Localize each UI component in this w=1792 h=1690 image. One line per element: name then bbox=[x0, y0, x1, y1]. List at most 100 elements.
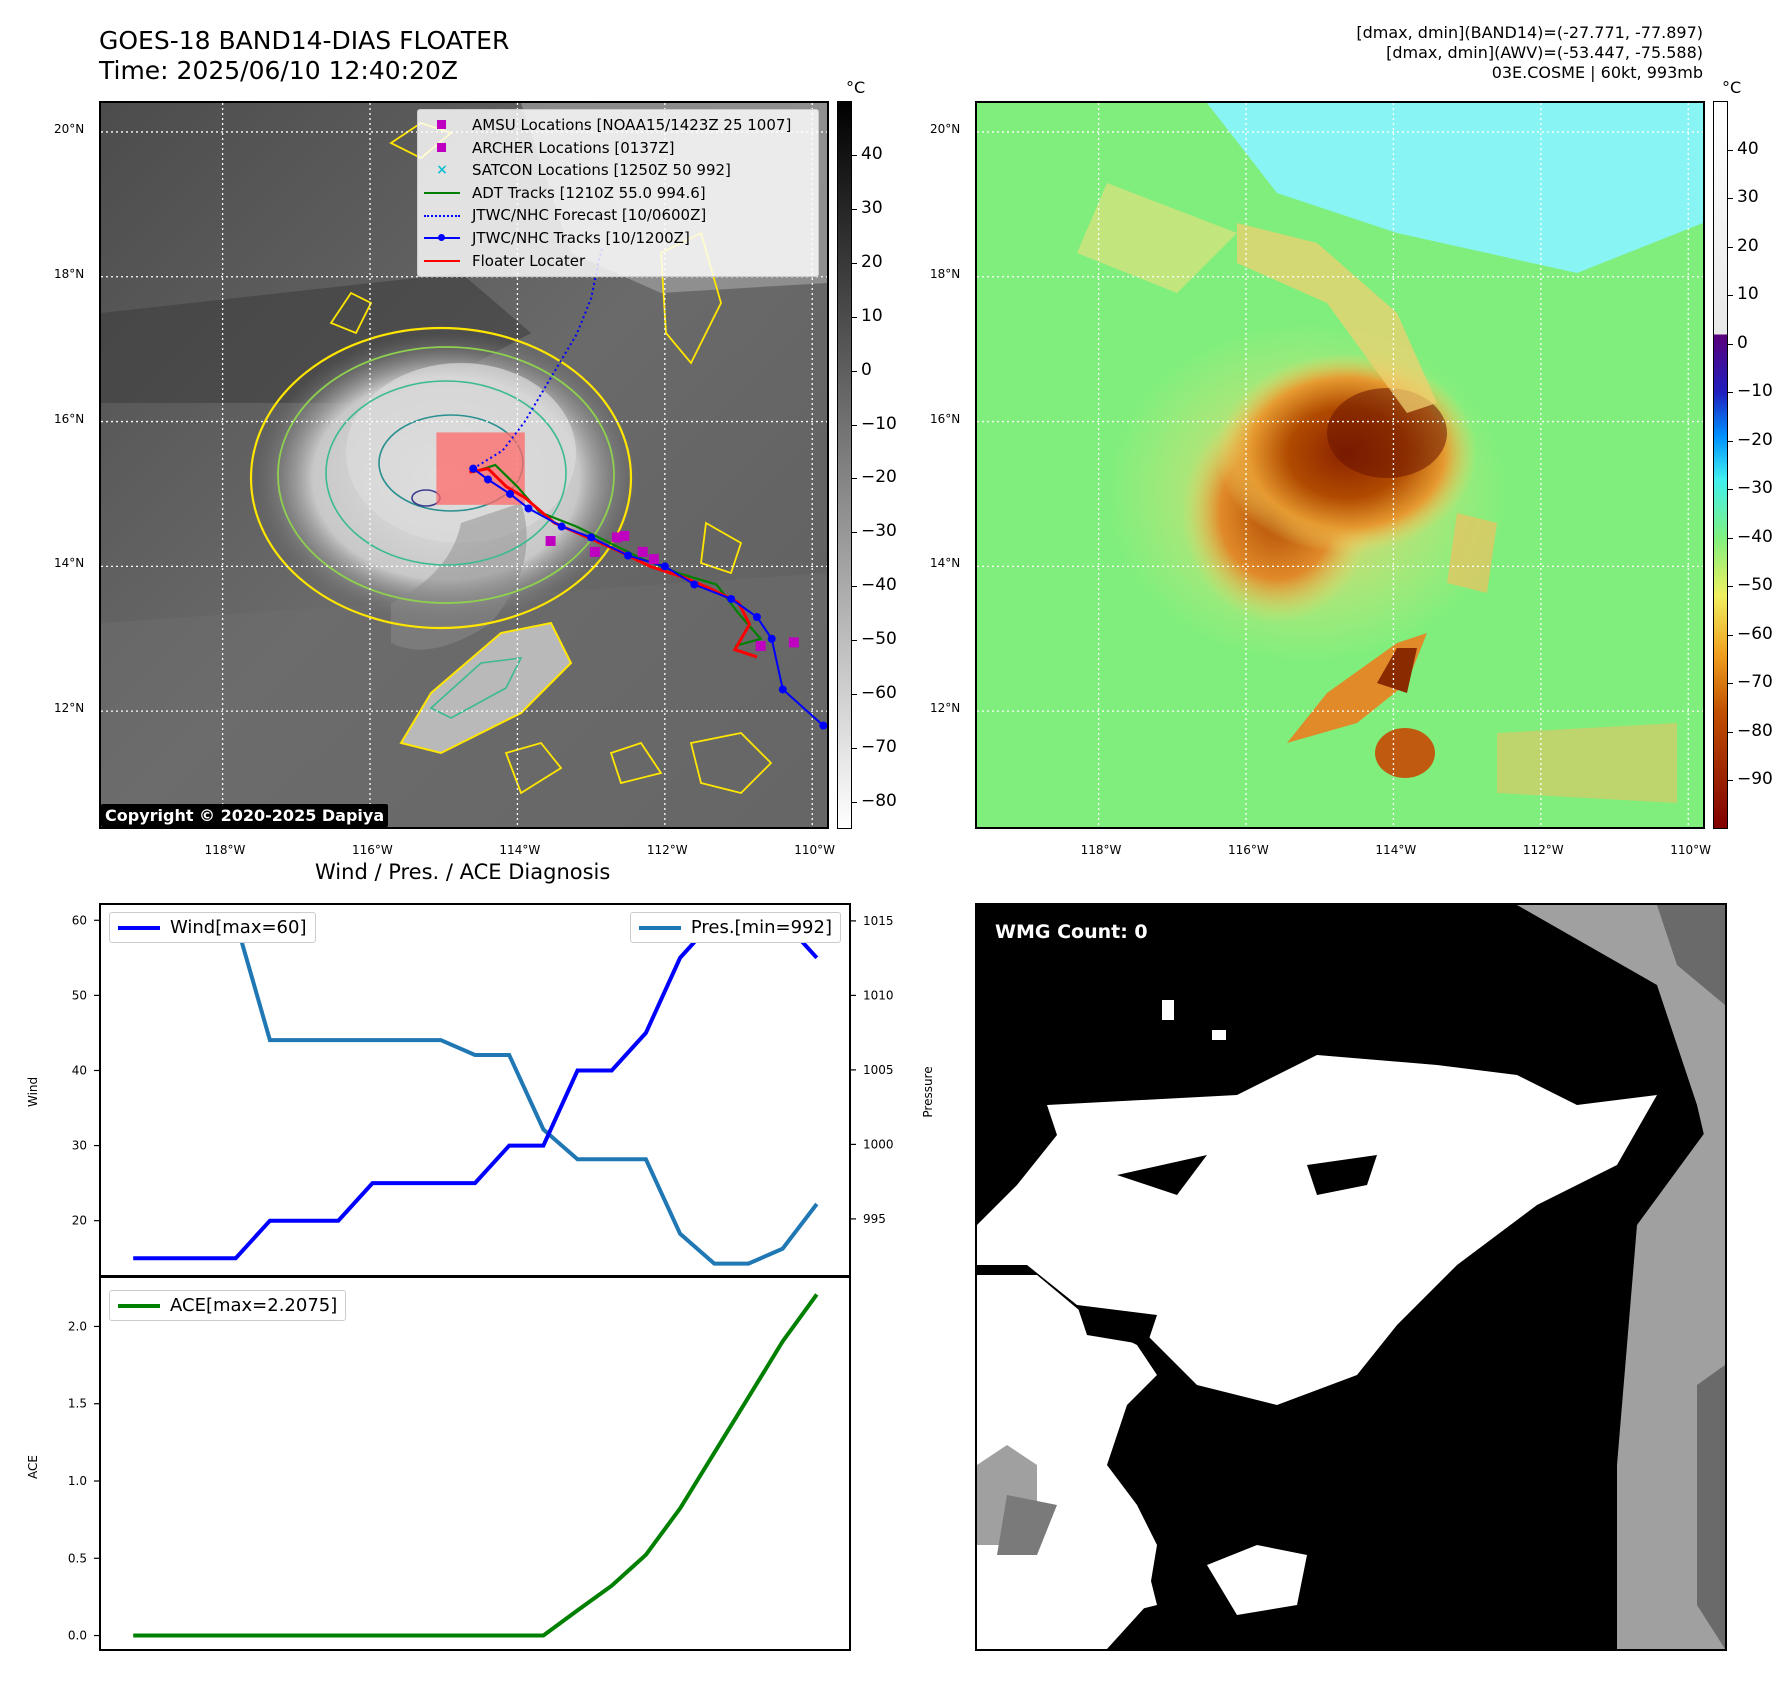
ir-colorbar-tickmark bbox=[852, 478, 857, 480]
awv-colorbar-tickmark bbox=[1728, 149, 1733, 151]
wind-axis-tick-label: 40 bbox=[72, 1063, 87, 1077]
jtwc-track-point bbox=[524, 504, 533, 513]
jtwc-track-point bbox=[483, 475, 492, 484]
awv-lon-label: 116°W bbox=[1228, 843, 1269, 857]
pressure-legend: Pres.[min=992] bbox=[629, 912, 841, 943]
wind-axis-tick-label: 50 bbox=[72, 988, 87, 1002]
ace-series-line bbox=[133, 1293, 819, 1638]
jtwc-track-point bbox=[469, 464, 478, 473]
legend-satcon-label: SATCON Locations [1250Z 50 992] bbox=[472, 161, 731, 180]
ir-colorbar-tick-label: 40 bbox=[861, 143, 883, 164]
amsu-location-marker bbox=[589, 546, 600, 557]
awv-lon-label: 112°W bbox=[1522, 843, 1564, 857]
awv-colorbar-tickmark bbox=[1728, 537, 1733, 539]
ir-colorbar-tick-label: 10 bbox=[861, 305, 883, 326]
awv-lat-label: 18°N bbox=[930, 266, 961, 281]
awv-colorbar-tick-label: −80 bbox=[1737, 720, 1773, 741]
ir-colorbar-tickmark bbox=[852, 370, 857, 372]
meta-line1: [dmax, dmin](BAND14)=(-27.771, -77.897) bbox=[1356, 23, 1703, 42]
ir-colorbar-tickmark bbox=[852, 532, 857, 534]
awv-lat-label: 14°N bbox=[930, 556, 961, 571]
ir-lat-label: 20°N bbox=[54, 121, 85, 136]
awv-colorbar-tick-label: −30 bbox=[1737, 478, 1773, 499]
ir-lon-label: 112°W bbox=[646, 843, 688, 857]
ir-colorbar-tick-label: −80 bbox=[861, 791, 897, 812]
map-title-line2: Time: 2025/06/10 12:40:20Z bbox=[99, 56, 458, 85]
awv-lat-label: 20°N bbox=[930, 121, 961, 136]
ir-colorbar-tick-label: −30 bbox=[861, 521, 897, 542]
ir-colorbar-tickmark bbox=[852, 586, 857, 588]
awv-colorbar-tick-label: −90 bbox=[1737, 769, 1773, 790]
awv-map-svg bbox=[977, 103, 1703, 827]
awv-colorbar-tickmark bbox=[1728, 634, 1733, 636]
awv-colorbar-tickmark bbox=[1728, 489, 1733, 491]
adt-track-line bbox=[472, 463, 763, 648]
ace-axis-tick-label: 1.5 bbox=[68, 1397, 87, 1411]
pressure-axis-tick-label: 1010 bbox=[863, 988, 894, 1002]
wind-axis-tick-label: 20 bbox=[72, 1214, 87, 1228]
ir-lat-label: 12°N bbox=[54, 701, 85, 716]
wind-axis-tick-label: 60 bbox=[72, 913, 87, 927]
ace-axis-tick-label: 2.0 bbox=[68, 1319, 87, 1333]
ir-colorbar-tickmark bbox=[852, 694, 857, 696]
ace-axis-tick-label: 1.0 bbox=[68, 1474, 87, 1488]
ir-lat-label: 18°N bbox=[54, 266, 85, 281]
ace-legend-label: ACE[max=2.2075] bbox=[170, 1295, 338, 1316]
awv-colorbar-tick-label: −70 bbox=[1737, 672, 1773, 693]
amsu-location-marker bbox=[545, 536, 556, 547]
awv-colorbar-tick-label: −10 bbox=[1737, 381, 1773, 402]
legend-forecast-label: JTWC/NHC Forecast [10/0600Z] bbox=[472, 206, 707, 225]
awv-colorbar-tickmark bbox=[1728, 731, 1733, 733]
legend-amsu: AMSU Locations [NOAA15/1423Z 25 1007] bbox=[424, 114, 810, 137]
ir-satellite-map: AMSU Locations [NOAA15/1423Z 25 1007] AR… bbox=[99, 101, 829, 829]
awv-colorbar-tickmark bbox=[1728, 586, 1733, 588]
legend-satcon-marker: × bbox=[436, 162, 448, 179]
diag-title: Wind / Pres. / ACE Diagnosis bbox=[315, 860, 611, 884]
jtwc-track-point bbox=[819, 721, 827, 730]
diag-chart-svg: 60 50 40 30 20 1015 1010 1005 1000 995 2.0 1.5 1.0 0.… bbox=[68, 903, 894, 1651]
pressure-legend-label: Pres.[min=992] bbox=[690, 917, 832, 938]
jtwc-track-point bbox=[557, 522, 566, 531]
jtwc-track-point bbox=[690, 580, 699, 589]
ir-colorbar-tickmark bbox=[852, 424, 857, 426]
awv-colorbar-tickmark bbox=[1728, 198, 1733, 200]
pressure-series-line bbox=[133, 918, 819, 1266]
ir-colorbar-tickmark bbox=[852, 802, 857, 804]
awv-lat-label: 16°N bbox=[930, 411, 961, 426]
ir-colorbar-tick-label: 0 bbox=[861, 359, 872, 380]
ir-colorbar-tickmark bbox=[852, 316, 857, 318]
ir-colorbar-tickmark bbox=[852, 154, 857, 156]
wind-legend-label: Wind[max=60] bbox=[170, 917, 307, 938]
meta-line3: 03E.COSME | 60kt, 993mb bbox=[1491, 63, 1703, 82]
awv-colorbar-tickmark bbox=[1728, 440, 1733, 442]
ir-colorbar-tickmark bbox=[852, 640, 857, 642]
awv-colorbar-tickmark bbox=[1728, 343, 1733, 345]
ir-colorbar-tick-label: −70 bbox=[861, 737, 897, 758]
diag-panel: 60 50 40 30 20 1015 1010 1005 1000 995 2.0 1.5 1.0 0.… bbox=[68, 903, 894, 1651]
pressure-axis-tick-label: 1005 bbox=[863, 1063, 894, 1077]
legend-amsu-label: AMSU Locations [NOAA15/1423Z 25 1007] bbox=[472, 116, 792, 134]
legend-jtwc-forecast: JTWC/NHC Forecast [10/0600Z] bbox=[424, 204, 810, 227]
wmg-count-badge: WMG Count: 0 bbox=[989, 917, 1154, 947]
awv-colorbar-tick-label: 0 bbox=[1737, 332, 1748, 353]
awv-colorbar bbox=[1713, 101, 1728, 829]
awv-colorbar-unit: °C bbox=[1722, 78, 1742, 97]
pressure-axis-tick-label: 1000 bbox=[863, 1137, 894, 1151]
amsu-location-marker bbox=[788, 637, 799, 648]
awv-colorbar-tick-label: −50 bbox=[1737, 575, 1773, 596]
awv-lon-label: 114°W bbox=[1375, 843, 1417, 857]
map-legend: AMSU Locations [NOAA15/1423Z 25 1007] AR… bbox=[417, 109, 819, 278]
awv-lon-label: 118°W bbox=[1080, 843, 1122, 857]
ir-lon-label: 116°W bbox=[352, 843, 393, 857]
amsu-location-marker bbox=[611, 532, 622, 543]
pressure-axis-tick-label: 1015 bbox=[863, 914, 894, 928]
legend-archer-label: ARCHER Locations [0137Z] bbox=[472, 138, 675, 157]
ir-colorbar-unit: °C bbox=[846, 78, 866, 97]
awv-colorbar-tick-label: −60 bbox=[1737, 623, 1773, 644]
meta-line2: [dmax, dmin](AWV)=(-53.447, -75.588) bbox=[1386, 43, 1703, 62]
amsu-location-marker bbox=[637, 546, 648, 557]
ace-legend-line bbox=[118, 1303, 160, 1308]
wind-axis-label: Wind bbox=[26, 1076, 40, 1107]
awv-lon-label: 110°W bbox=[1670, 843, 1712, 857]
jtwc-track-point bbox=[767, 634, 776, 643]
